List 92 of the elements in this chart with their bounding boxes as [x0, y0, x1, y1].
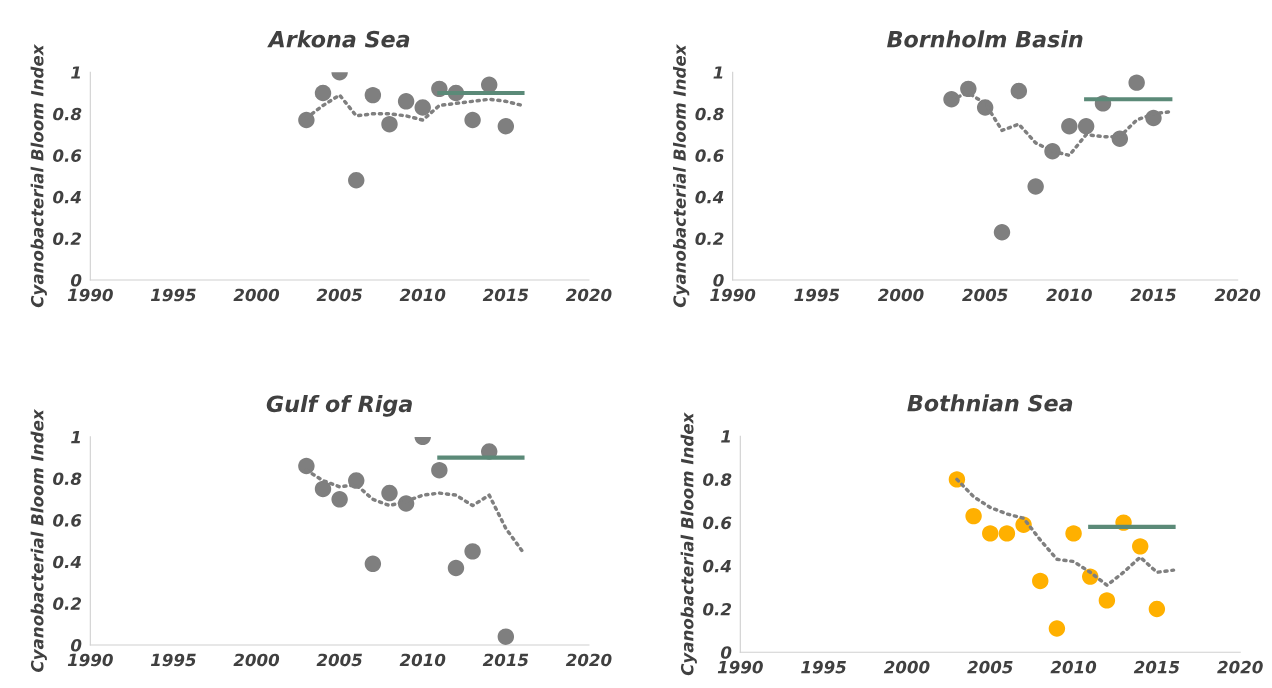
point: [414, 99, 431, 116]
point: [993, 224, 1011, 241]
chart-title: Gulf of Riga: [266, 394, 412, 417]
x-tick-label: 2005: [962, 288, 1008, 302]
y-tick-label: 0.2: [703, 602, 732, 616]
y-tick-label: 0: [70, 273, 82, 287]
x-tick-label: 2000: [233, 288, 280, 302]
x-tick-label: 1990: [717, 660, 763, 674]
y-tick-label: 1: [721, 430, 731, 443]
chart-title: Bothnian Sea: [907, 394, 1073, 412]
x-tick-label: 2020: [1217, 660, 1263, 674]
point: [1128, 74, 1145, 91]
point: [1032, 572, 1049, 590]
y-tick-label: 0.2: [695, 232, 724, 246]
y-tick-label: 0.6: [703, 516, 732, 530]
y-tick-label: 1: [71, 431, 81, 444]
x-tick-label: 2010: [399, 288, 446, 302]
point: [480, 76, 498, 93]
y-tick-label: 0.2: [53, 597, 82, 610]
point: [1010, 82, 1028, 100]
x-tick-label: 2005: [967, 660, 1013, 674]
x-tick-label: 2015: [1133, 660, 1180, 674]
point: [431, 461, 448, 479]
y-tick-label: 0.4: [53, 190, 81, 204]
y-tick-label: 0: [720, 646, 732, 659]
chart-title: Arkona Sea: [267, 30, 410, 48]
y-axis-title: Cyanobacterial Bloom Index: [30, 408, 47, 672]
point: [497, 628, 515, 645]
point: [1148, 600, 1166, 618]
y-tick-label: 0.6: [53, 514, 82, 527]
point: [1065, 525, 1082, 542]
x-tick-label: 2020: [565, 288, 612, 302]
point: [1027, 178, 1044, 195]
x-tick-label: 1995: [150, 653, 196, 667]
y-tick-label: 0: [70, 638, 82, 652]
point: [314, 84, 332, 102]
point: [998, 525, 1016, 542]
x-tick-label: 1990: [67, 653, 113, 667]
y-tick-label: 0.4: [53, 555, 81, 569]
point: [982, 525, 999, 542]
point: [364, 86, 382, 104]
point: [497, 118, 515, 135]
point: [1061, 118, 1078, 135]
x-tick-label: 1995: [801, 660, 846, 674]
y-tick-label: 0.8: [703, 473, 732, 486]
y-tick-label: 1: [713, 66, 723, 79]
point: [331, 491, 348, 508]
y-tick-label: 0.6: [695, 149, 724, 162]
y-tick-label: 0: [713, 273, 724, 287]
y-tick-label: 0.2: [53, 232, 82, 246]
y-axis-title: Cyanobacterial Bloom Index: [30, 44, 47, 308]
x-tick-label: 1995: [794, 288, 840, 302]
y-axis-title: Cyanobacterial Bloom Index: [673, 44, 690, 308]
x-tick-label: 1990: [710, 288, 756, 302]
point: [348, 172, 365, 189]
point: [314, 480, 332, 498]
y-axis-title: Cyanobacterial Bloom Index: [680, 412, 697, 676]
x-tick-label: 2015: [482, 653, 529, 667]
y-tick-label: 0.4: [695, 190, 724, 204]
x-tick-label: 2020: [1214, 288, 1261, 302]
y-tick-label: 0.8: [53, 472, 82, 486]
point: [1132, 538, 1149, 555]
y-tick-label: 0.8: [53, 107, 82, 121]
x-tick-label: 2000: [883, 660, 930, 674]
y-tick-label: 1: [71, 66, 81, 79]
x-tick-label: 2000: [233, 653, 280, 667]
x-tick-label: 2005: [316, 653, 362, 667]
point: [1098, 592, 1116, 609]
x-tick-label: 2010: [1046, 288, 1092, 302]
y-tick-label: 0.6: [53, 149, 82, 162]
x-tick-label: 2010: [399, 653, 446, 667]
point: [965, 507, 982, 525]
y-tick-label: 0.4: [703, 559, 731, 573]
point: [447, 559, 465, 577]
point: [464, 543, 481, 560]
point: [397, 93, 415, 110]
x-tick-label: 2020: [565, 653, 612, 667]
x-tick-label: 2015: [482, 288, 529, 302]
x-tick-label: 1990: [67, 288, 113, 302]
x-tick-label: 2005: [316, 288, 362, 302]
x-tick-label: 2010: [1050, 660, 1097, 674]
point: [1048, 620, 1066, 637]
point: [364, 555, 382, 573]
point: [464, 111, 481, 129]
chart-title: Bornholm Basin: [887, 30, 1083, 48]
point: [1077, 118, 1095, 135]
point: [381, 115, 398, 133]
x-tick-label: 2000: [877, 288, 924, 302]
x-tick-label: 2015: [1130, 288, 1176, 302]
x-tick-label: 1995: [150, 288, 196, 302]
y-tick-label: 0.8: [695, 107, 724, 121]
point: [381, 484, 398, 502]
